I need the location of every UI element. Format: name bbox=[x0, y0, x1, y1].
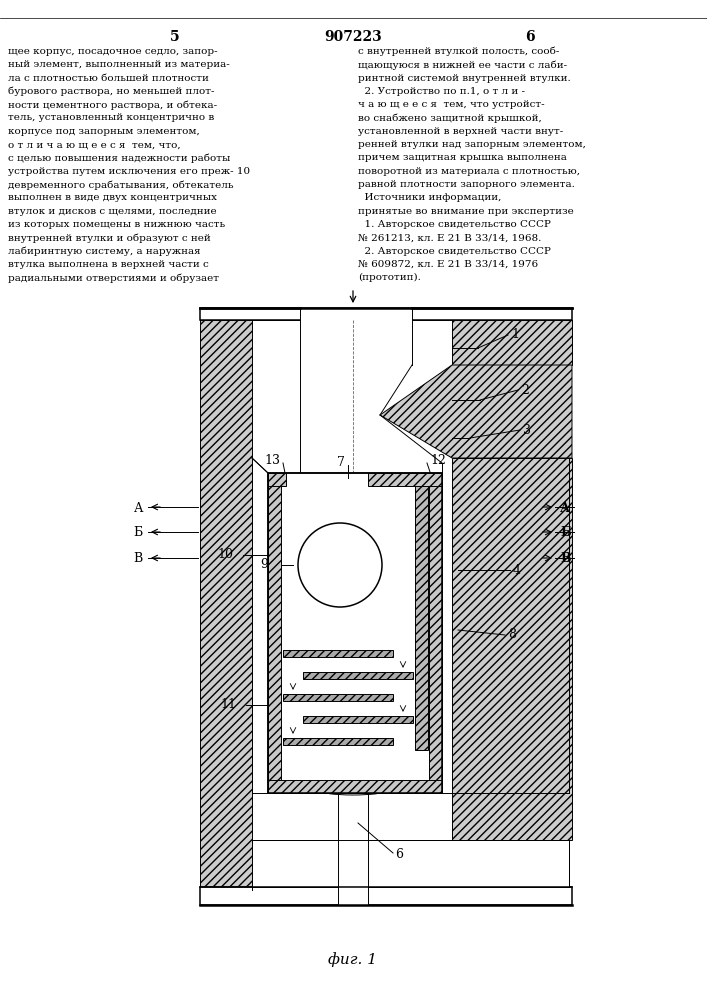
Text: Б: Б bbox=[134, 526, 143, 540]
Text: втулка выполнена в верхней части с: втулка выполнена в верхней части с bbox=[8, 260, 209, 269]
Text: радиальными отверстиями и обрузает: радиальными отверстиями и обрузает bbox=[8, 273, 219, 283]
Polygon shape bbox=[452, 458, 572, 840]
Polygon shape bbox=[300, 308, 412, 322]
Text: выполнен в виде двух концентричных: выполнен в виде двух концентричных bbox=[8, 193, 217, 202]
Text: корпусе под запорным элементом,: корпусе под запорным элементом, bbox=[8, 127, 200, 136]
Text: ринтной системой внутренней втулки.: ринтной системой внутренней втулки. bbox=[358, 74, 571, 83]
Text: 7: 7 bbox=[337, 456, 345, 470]
Text: ч а ю щ е е с я  тем, что устройст-: ч а ю щ е е с я тем, что устройст- bbox=[358, 100, 544, 109]
Text: ный элемент, выполненный из материа-: ный элемент, выполненный из материа- bbox=[8, 60, 230, 69]
Text: о т л и ч а ю щ е е с я  тем, что,: о т л и ч а ю щ е е с я тем, что, bbox=[8, 140, 180, 149]
Text: 1: 1 bbox=[511, 328, 519, 342]
Text: установленной в верхней части внут-: установленной в верхней части внут- bbox=[358, 127, 563, 136]
Polygon shape bbox=[268, 473, 286, 486]
Text: 10: 10 bbox=[217, 548, 233, 562]
Text: 9: 9 bbox=[260, 558, 268, 572]
Text: во снабжено защитной крышкой,: во снабжено защитной крышкой, bbox=[358, 113, 542, 123]
Text: 2. Авторское свидетельство СССР: 2. Авторское свидетельство СССР bbox=[358, 246, 551, 255]
Text: ренней втулки над запорным элементом,: ренней втулки над запорным элементом, bbox=[358, 140, 586, 149]
Polygon shape bbox=[283, 694, 393, 701]
Text: лабиринтную систему, а наружная: лабиринтную систему, а наружная bbox=[8, 246, 201, 256]
Text: втулок и дисков с щелями, последние: втулок и дисков с щелями, последние bbox=[8, 207, 216, 216]
Polygon shape bbox=[283, 650, 393, 657]
Polygon shape bbox=[200, 887, 572, 905]
Text: В: В bbox=[560, 552, 571, 566]
Text: с внутренней втулкой полость, сооб-: с внутренней втулкой полость, сооб- bbox=[358, 47, 559, 56]
Polygon shape bbox=[452, 320, 572, 365]
Text: причем защитная крышка выполнена: причем защитная крышка выполнена bbox=[358, 153, 567, 162]
Text: 6: 6 bbox=[395, 848, 403, 861]
Text: 1. Авторское свидетельство СССР: 1. Авторское свидетельство СССР bbox=[358, 220, 551, 229]
Text: В: В bbox=[134, 552, 143, 566]
Polygon shape bbox=[300, 320, 412, 365]
Text: щее корпус, посадочное седло, запор-: щее корпус, посадочное седло, запор- bbox=[8, 47, 218, 56]
Text: 5: 5 bbox=[170, 30, 180, 44]
Text: № 609872, кл. Е 21 В 33/14, 1976: № 609872, кл. Е 21 В 33/14, 1976 bbox=[358, 260, 538, 269]
Text: тель, установленный концентрично в: тель, установленный концентрично в bbox=[8, 113, 214, 122]
Text: 4: 4 bbox=[513, 564, 521, 576]
Text: № 261213, кл. Е 21 В 33/14, 1968.: № 261213, кл. Е 21 В 33/14, 1968. bbox=[358, 233, 542, 242]
Text: с целью повышения надежности работы: с целью повышения надежности работы bbox=[8, 153, 230, 163]
Text: внутренней втулки и образуют с ней: внутренней втулки и образуют с ней bbox=[8, 233, 211, 243]
Polygon shape bbox=[303, 716, 413, 723]
Polygon shape bbox=[415, 486, 428, 750]
Text: Б: Б bbox=[560, 526, 571, 540]
Text: 2: 2 bbox=[521, 383, 529, 396]
Text: из которых помещены в нижнюю часть: из которых помещены в нижнюю часть bbox=[8, 220, 225, 229]
Text: Источники информации,: Источники информации, bbox=[358, 193, 501, 202]
Text: равной плотности запорного элемента.: равной плотности запорного элемента. bbox=[358, 180, 575, 189]
Polygon shape bbox=[380, 365, 572, 458]
Polygon shape bbox=[268, 473, 442, 793]
Polygon shape bbox=[338, 885, 368, 907]
Text: А: А bbox=[134, 502, 143, 514]
Circle shape bbox=[298, 523, 382, 607]
Polygon shape bbox=[283, 738, 393, 745]
Text: 3: 3 bbox=[523, 424, 531, 436]
Text: поворотной из материала с плотностью,: поворотной из материала с плотностью, bbox=[358, 167, 580, 176]
Polygon shape bbox=[252, 840, 569, 887]
Polygon shape bbox=[200, 308, 572, 320]
Text: девременного срабатывания, обтекатель: девременного срабатывания, обтекатель bbox=[8, 180, 233, 190]
Text: ности цементного раствора, и обтека-: ности цементного раствора, и обтека- bbox=[8, 100, 217, 110]
Polygon shape bbox=[303, 672, 413, 679]
Text: ла с плотностью большей плотности: ла с плотностью большей плотности bbox=[8, 74, 209, 83]
Text: 6: 6 bbox=[525, 30, 534, 44]
Text: 2. Устройство по п.1, о т л и -: 2. Устройство по п.1, о т л и - bbox=[358, 87, 525, 96]
Text: 907223: 907223 bbox=[324, 30, 382, 44]
Text: 8: 8 bbox=[508, 629, 516, 642]
Text: А: А bbox=[560, 502, 570, 514]
Polygon shape bbox=[268, 780, 442, 793]
Text: 13: 13 bbox=[264, 454, 280, 466]
Text: щающуюся в нижней ее части с лаби-: щающуюся в нижней ее части с лаби- bbox=[358, 60, 567, 70]
Polygon shape bbox=[268, 473, 281, 793]
Polygon shape bbox=[200, 320, 252, 890]
Text: устройства путем исключения его преж- 10: устройства путем исключения его преж- 10 bbox=[8, 167, 250, 176]
Text: бурового раствора, но меньшей плот-: бурового раствора, но меньшей плот- bbox=[8, 87, 214, 96]
Text: (прототип).: (прототип). bbox=[358, 273, 421, 282]
Text: фиг. 1: фиг. 1 bbox=[329, 952, 378, 967]
Text: принятые во внимание при экспертизе: принятые во внимание при экспертизе bbox=[358, 207, 574, 216]
Text: 11: 11 bbox=[220, 698, 236, 712]
Polygon shape bbox=[368, 473, 442, 486]
Polygon shape bbox=[429, 473, 442, 793]
Text: 12: 12 bbox=[430, 454, 446, 466]
